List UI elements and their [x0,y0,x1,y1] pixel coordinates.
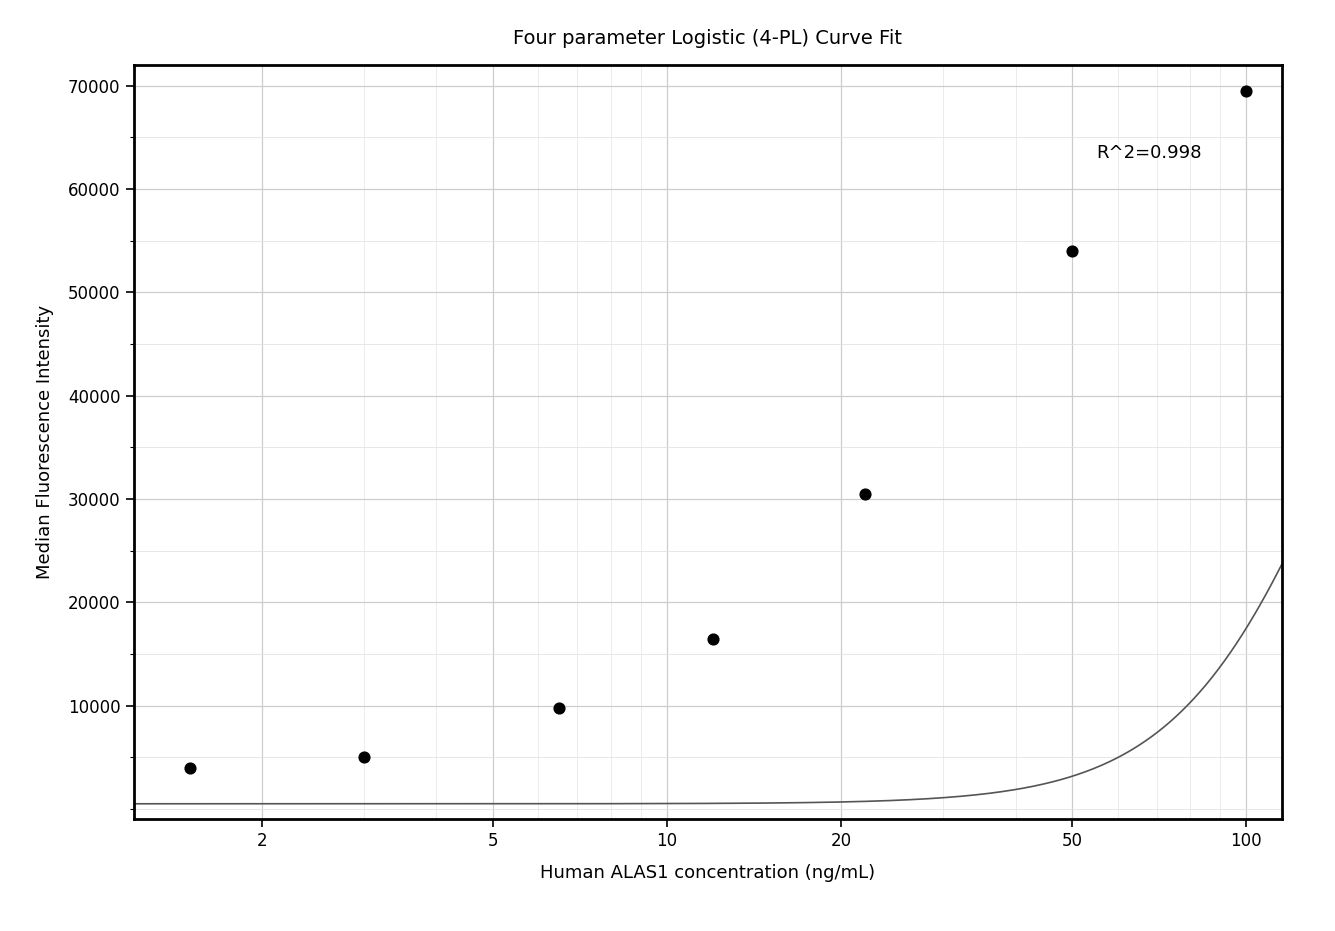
Point [354,749,375,764]
Text: R^2=0.998: R^2=0.998 [1096,144,1202,162]
Point [854,486,876,501]
Y-axis label: Median Fluorescence Intensity: Median Fluorescence Intensity [36,305,53,579]
X-axis label: Human ALAS1 concentration (ng/mL): Human ALAS1 concentration (ng/mL) [539,864,876,883]
Point [1061,244,1083,259]
Point [179,761,200,776]
Point [702,631,724,646]
Point [547,700,569,715]
Title: Four parameter Logistic (4-PL) Curve Fit: Four parameter Logistic (4-PL) Curve Fit [513,30,902,48]
Point [1236,84,1258,99]
